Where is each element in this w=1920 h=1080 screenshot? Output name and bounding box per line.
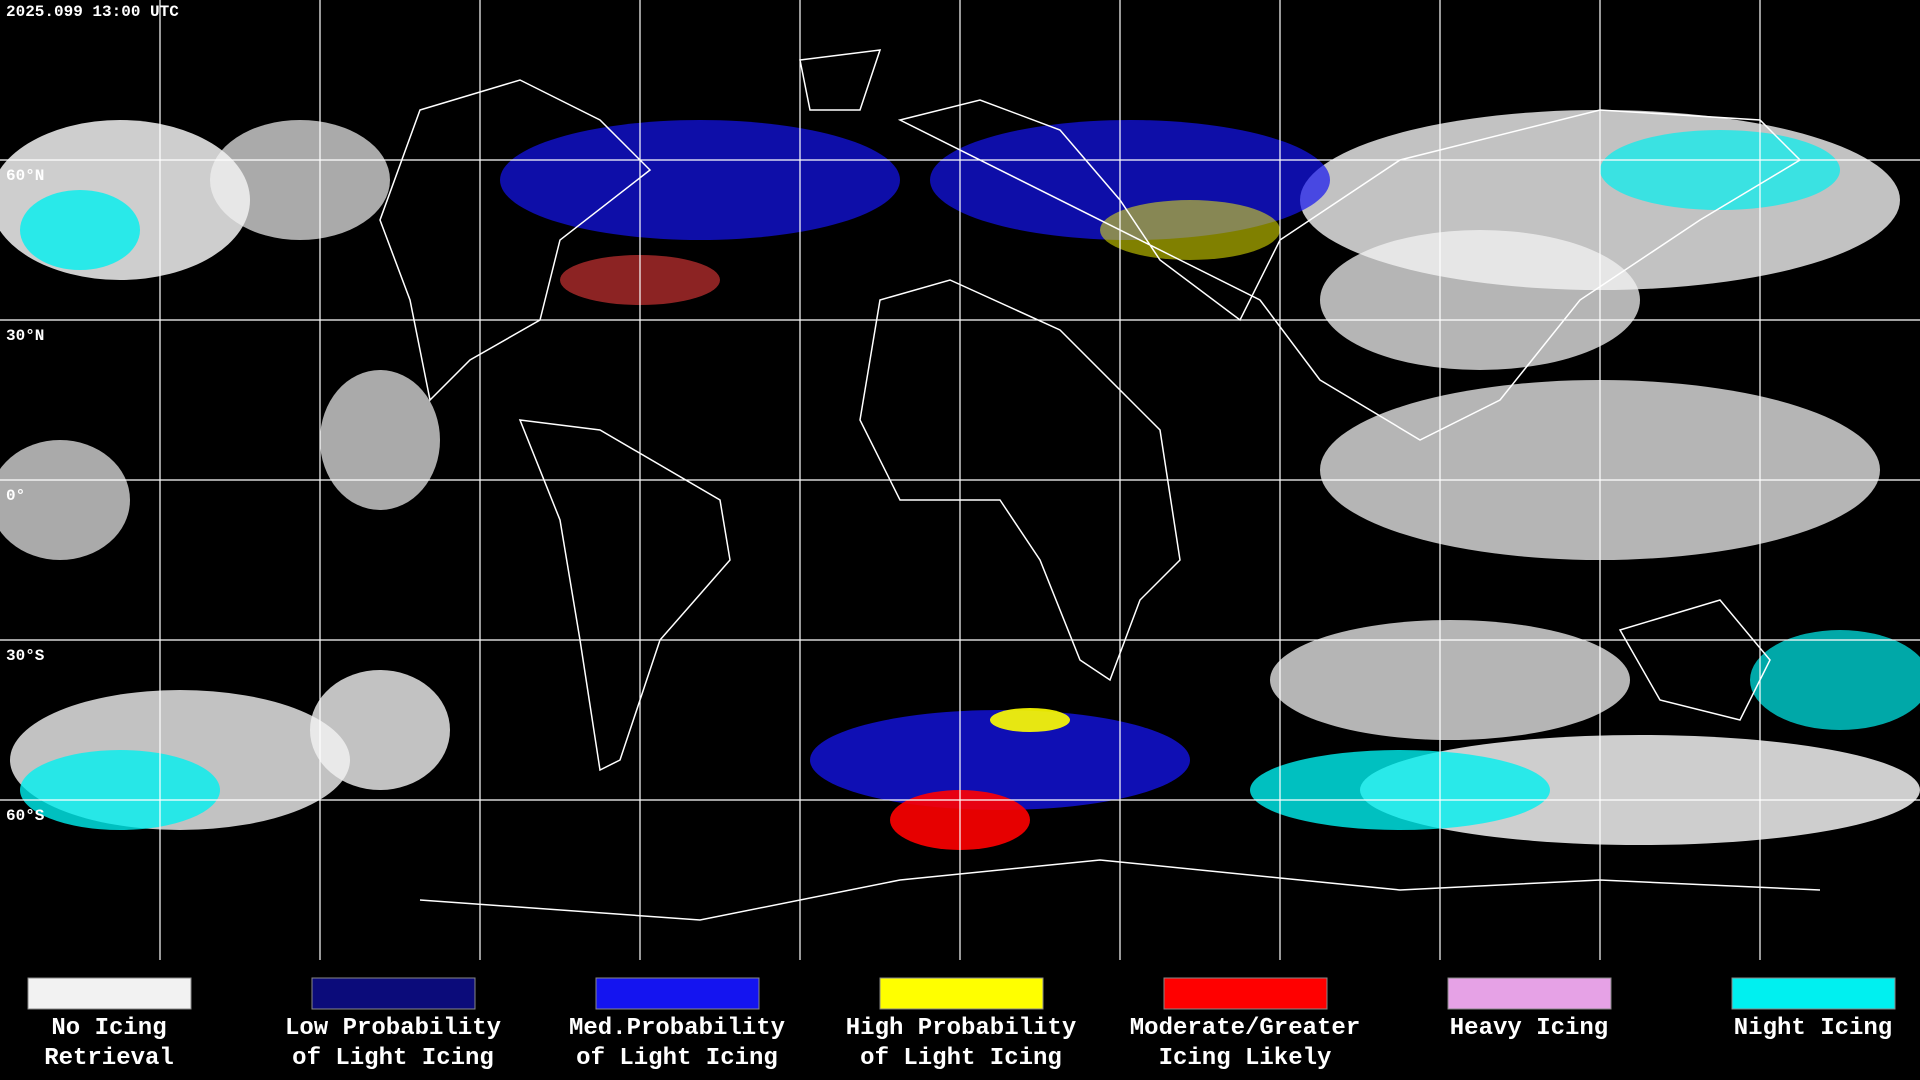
- timestamp: 2025.099 13:00 UTC: [6, 3, 179, 21]
- legend-swatch: [1731, 977, 1896, 1010]
- legend-label: Moderate/Greater: [1130, 1015, 1360, 1042]
- legend: No Icing Retrieval Low Probability of Light…: [27, 977, 1896, 1072]
- lat-label: 30°S: [6, 647, 45, 665]
- legend-label: of Light Icing: [292, 1045, 494, 1072]
- legend-label: Retrieval: [44, 1045, 174, 1072]
- lat-label: 0°: [6, 487, 25, 505]
- legend-label: of Light Icing: [860, 1045, 1062, 1072]
- legend-label: Heavy Icing: [1450, 1015, 1608, 1042]
- legend-label: No Icing: [51, 1015, 166, 1042]
- legend-label: Med.Probability: [569, 1015, 785, 1042]
- legend-swatch: [27, 977, 192, 1010]
- lat-label: 60°N: [6, 167, 44, 185]
- legend-swatch: [879, 977, 1044, 1010]
- legend-label: Low Probability: [285, 1015, 501, 1042]
- legend-label: Icing Likely: [1159, 1045, 1332, 1072]
- graticule: [0, 0, 1920, 960]
- legend-swatch: [1163, 977, 1328, 1010]
- legend-swatch: [1447, 977, 1612, 1010]
- lat-label: 30°N: [6, 327, 44, 345]
- legend-swatch: [311, 977, 476, 1010]
- lat-label: 60°S: [6, 807, 45, 825]
- legend-label: of Light Icing: [576, 1045, 778, 1072]
- legend-label: High Probability: [846, 1015, 1076, 1042]
- lat-labels: 60°N 30°N 0° 30°S 60°S: [6, 167, 45, 825]
- legend-swatch: [595, 977, 760, 1010]
- legend-label: Night Icing: [1734, 1015, 1892, 1042]
